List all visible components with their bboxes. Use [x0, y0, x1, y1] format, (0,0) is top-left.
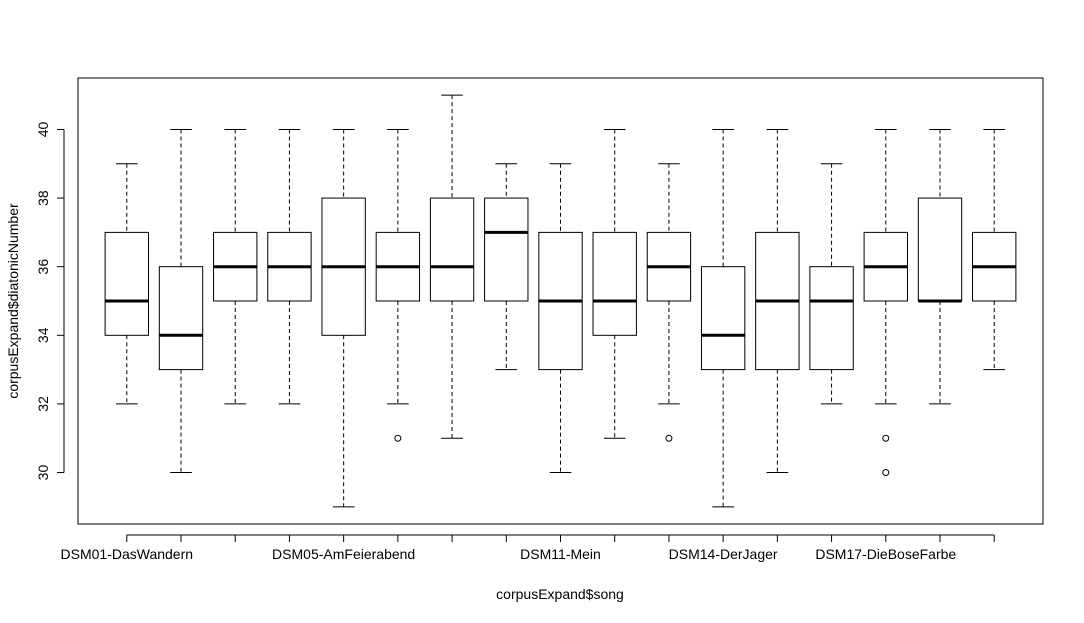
outlier-point [665, 434, 673, 442]
box-iqr [158, 266, 204, 371]
outlier-point [882, 469, 890, 477]
outlier-point [394, 434, 402, 442]
box-group [972, 128, 1017, 371]
y-tick-label: 36 [35, 259, 51, 275]
box-group [863, 128, 908, 477]
box-iqr [917, 197, 963, 302]
box-iqr [700, 266, 746, 371]
y-tick-label: 34 [35, 327, 51, 343]
box-iqr [809, 266, 854, 371]
boxes [104, 94, 1017, 508]
box-group [484, 163, 529, 371]
box-group [321, 128, 366, 508]
box-group [104, 163, 149, 405]
y-tick-label: 32 [35, 396, 51, 412]
box-iqr [484, 197, 529, 302]
box-iqr [592, 231, 637, 336]
x-tick-label: DSM11-Mein [520, 546, 601, 562]
x-axis: DSM01-DasWandern DSM05-AmFeierabend DSM11-… [61, 534, 995, 562]
y-axis: 30 32 34 36 38 40 [35, 121, 65, 481]
x-axis-title: corpusExpand$song [496, 586, 624, 602]
box-group [375, 128, 421, 442]
x-tick-label: DSM05-AmFeierabend [272, 546, 415, 562]
x-tick-label: DSM17-DieBoseFarbe [815, 546, 956, 562]
box-group [158, 128, 204, 474]
y-tick-label: 40 [35, 121, 51, 137]
box-iqr [104, 231, 149, 336]
box-group [538, 163, 583, 474]
box-group [700, 128, 746, 508]
box-group [646, 163, 692, 442]
box-iqr [429, 197, 475, 302]
box-group [429, 94, 475, 439]
y-tick-label: 30 [35, 465, 51, 481]
y-axis-title: corpusExpand$diatonicNumber [5, 203, 21, 399]
box-group [809, 163, 854, 405]
box-group [755, 128, 800, 474]
box-group [917, 128, 963, 405]
box-group [267, 128, 312, 405]
box-group [213, 128, 258, 405]
x-tick-label: DSM14-DerJager [669, 546, 778, 562]
outlier-point [882, 434, 890, 442]
x-tick-label: DSM01-DasWandern [61, 546, 194, 562]
box-group [592, 128, 637, 439]
y-tick-label: 38 [35, 190, 51, 206]
plot-frame [77, 77, 1044, 525]
